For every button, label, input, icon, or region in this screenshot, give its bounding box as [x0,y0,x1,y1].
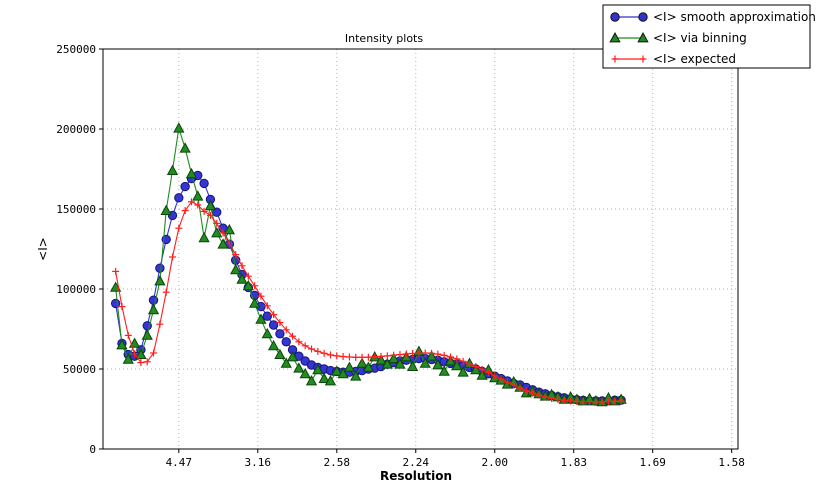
data-point-marker [281,337,291,347]
data-point-marker [248,297,261,308]
data-point-marker [312,363,324,375]
data-point-marker [476,369,488,380]
data-point-marker [457,366,469,377]
legend-marker-icon [637,32,649,43]
data-point-marker [293,362,305,373]
data-point-marker [331,365,343,376]
legend-item-label: <I> via binning [653,31,747,45]
data-point-marker [155,263,165,273]
y-tick-label: 250000 [56,43,96,56]
chart-title: Intensity plots [345,32,423,45]
data-point-marker [185,167,198,179]
y-tick-label: 0 [89,443,96,456]
x-tick-label: 1.83 [560,456,587,469]
legend-marker-icon [609,32,621,43]
data-point-marker [381,358,393,369]
y-tick-label: 100000 [56,283,96,296]
data-point-marker [230,263,242,275]
legend-item-label: <I> smooth approximation [653,10,816,24]
data-point-marker [324,375,337,386]
y-tick-label: 150000 [56,203,96,216]
data-point-marker [255,313,267,324]
data-point-marker [451,359,463,371]
data-point-marker [154,275,166,286]
data-point-marker [223,223,236,235]
data-point-marker [305,375,318,386]
data-point-marker [356,357,368,368]
data-point-marker [242,279,254,291]
y-tick-label: 200000 [56,123,96,136]
legend-marker-icon [610,12,620,22]
legend-marker-icon [638,12,648,22]
legend-item-label: <I> expected [653,52,736,66]
x-tick-label: 4.47 [166,456,193,469]
data-point-marker [116,339,128,350]
data-point-marker [166,164,179,175]
data-point-marker [274,348,286,359]
data-series [109,122,627,407]
data-point-marker [199,178,209,189]
data-point-marker [180,181,190,192]
data-point-marker [135,348,147,359]
data-point-marker [432,359,444,370]
legend-item: <I> expected [611,52,736,66]
data-point-marker [337,367,349,379]
data-point-marker [275,329,285,339]
data-point-marker [204,199,217,211]
x-tick-label: 1.58 [718,456,745,469]
data-point-marker [318,372,330,383]
x-tick-label: 3.16 [245,456,272,469]
plot-border [102,48,739,450]
data-point-marker [262,311,272,321]
y-axis-label: <I> [36,237,50,261]
x-tick-label: 2.00 [481,456,508,469]
plot-area [103,49,738,449]
data-point-marker [343,361,356,372]
data-point-marker [438,365,450,376]
legend-box: <I> smooth approximation <I> via binning <… [602,4,816,69]
data-point-marker [261,327,273,339]
data-point-marker [217,238,229,249]
axis-ticks: 4.47 3.16 2.58 2.24 2.00 1.83 1.69 1.58 0 50000 10… [56,43,745,469]
data-point-marker [236,273,248,284]
data-point-marker [147,303,160,315]
data-point-marker [299,367,311,379]
data-point-marker [350,370,362,381]
data-point-marker [362,361,375,372]
data-point-marker [198,231,210,243]
data-point-marker [394,358,406,369]
x-tick-label: 2.24 [403,456,430,469]
data-point-marker [406,360,419,371]
x-tick-label: 1.69 [639,456,666,469]
data-point-marker [211,227,223,238]
legend-frame [602,4,811,69]
data-point-marker [173,122,185,133]
data-point-marker [174,193,184,203]
data-point-marker [141,329,153,340]
x-tick-label: 2.58 [324,456,351,469]
series-plus [112,198,625,406]
data-point-marker [419,357,431,368]
data-point-marker [286,351,299,362]
data-point-marker [280,357,292,368]
x-axis-label: Resolution [380,469,452,483]
legend-item: <I> via binning [609,31,747,45]
legend-item: <I> smooth approximation [610,10,816,24]
data-point-marker [267,339,280,351]
data-point-marker [179,142,191,153]
gridlines [103,49,738,449]
y-tick-label: 50000 [63,363,96,376]
data-point-marker [122,353,134,364]
data-point-marker [192,190,204,201]
data-point-marker [268,320,279,330]
data-point-marker [160,204,172,215]
